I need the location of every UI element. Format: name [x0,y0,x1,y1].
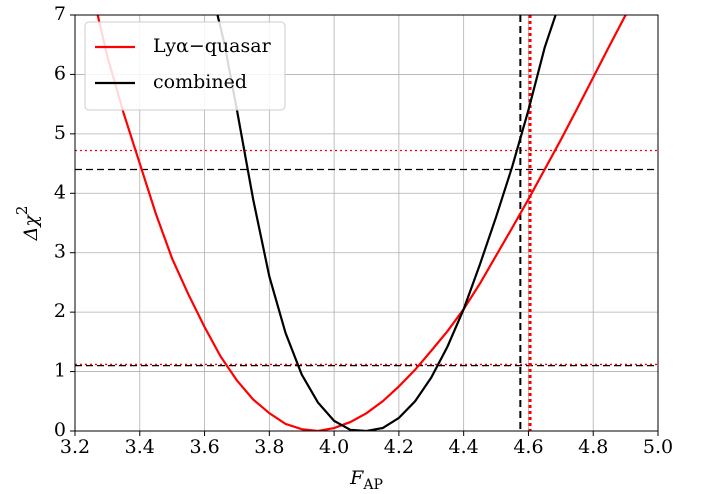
series-line [216,15,557,431]
x-tick-label: 4.2 [384,436,414,458]
x-tick-label: 3.2 [60,436,90,458]
x-axis-label: FAP [349,467,383,493]
x-tick-label: 3.6 [189,436,219,458]
x-tick-label: 5.0 [643,436,673,458]
y-tick-label: 7 [54,3,66,25]
x-tick-label: 4.4 [449,436,479,458]
series-line [96,15,627,431]
legend-box [84,21,286,111]
x-tick-label: 3.4 [125,436,155,458]
x-tick-label: 4.0 [319,436,349,458]
plot-area [75,15,658,431]
x-tick-label: 4.8 [578,436,608,458]
x-axis-label-main: F [349,467,364,489]
x-tick-label: 4.6 [513,436,543,458]
x-tick-label: 3.8 [254,436,284,458]
y-tick-label: 3 [54,241,66,263]
y-tick-label: 0 [54,419,66,441]
y-tick-label: 4 [54,181,66,203]
legend-label: Lyα−quasar [153,35,272,57]
legend-label: combined [153,71,247,93]
y-tick-label: 5 [54,122,66,144]
y-axis-label-sup: 2 [13,206,31,216]
y-axis-label-main: Δχ [20,214,42,242]
plot-frame [74,14,659,432]
y-axis-label: Δχ2 [13,206,42,242]
y-tick-label: 1 [54,360,66,382]
x-axis-label-sub: AP [362,477,383,493]
y-tick-label: 2 [54,300,66,322]
y-tick-label: 6 [54,62,66,84]
